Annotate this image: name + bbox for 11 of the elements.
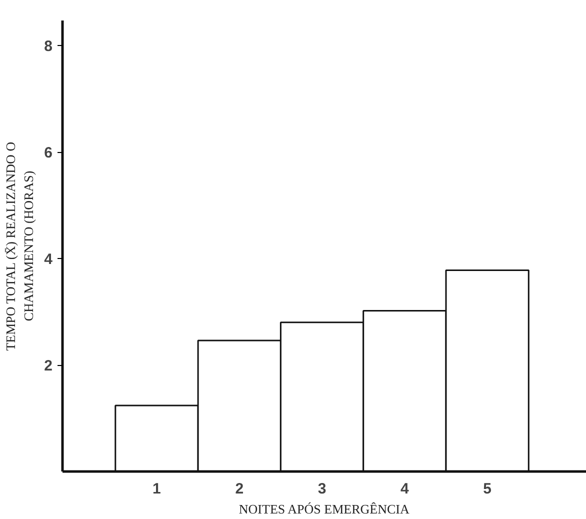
y-tick-label: 8 — [44, 38, 52, 56]
y-tick-label: 6 — [44, 144, 52, 162]
y-tick-label: 4 — [44, 251, 54, 268]
x-tick-label: 2 — [235, 480, 244, 498]
x-tick-label: 1 — [152, 480, 161, 498]
x-tick-label: 4 — [400, 480, 410, 498]
y-axis-title: TEMPO TOTAL (X̄) REALIZANDO O CHAMAMENTO (HORAS) — [3, 142, 36, 351]
x-axis-title: NOITES APÓS EMERGÊNCIA — [238, 502, 410, 516]
x-tick-label: 5 — [483, 480, 492, 498]
x-tick-label: 3 — [318, 480, 326, 498]
y-tick-label: 2 — [44, 358, 52, 375]
